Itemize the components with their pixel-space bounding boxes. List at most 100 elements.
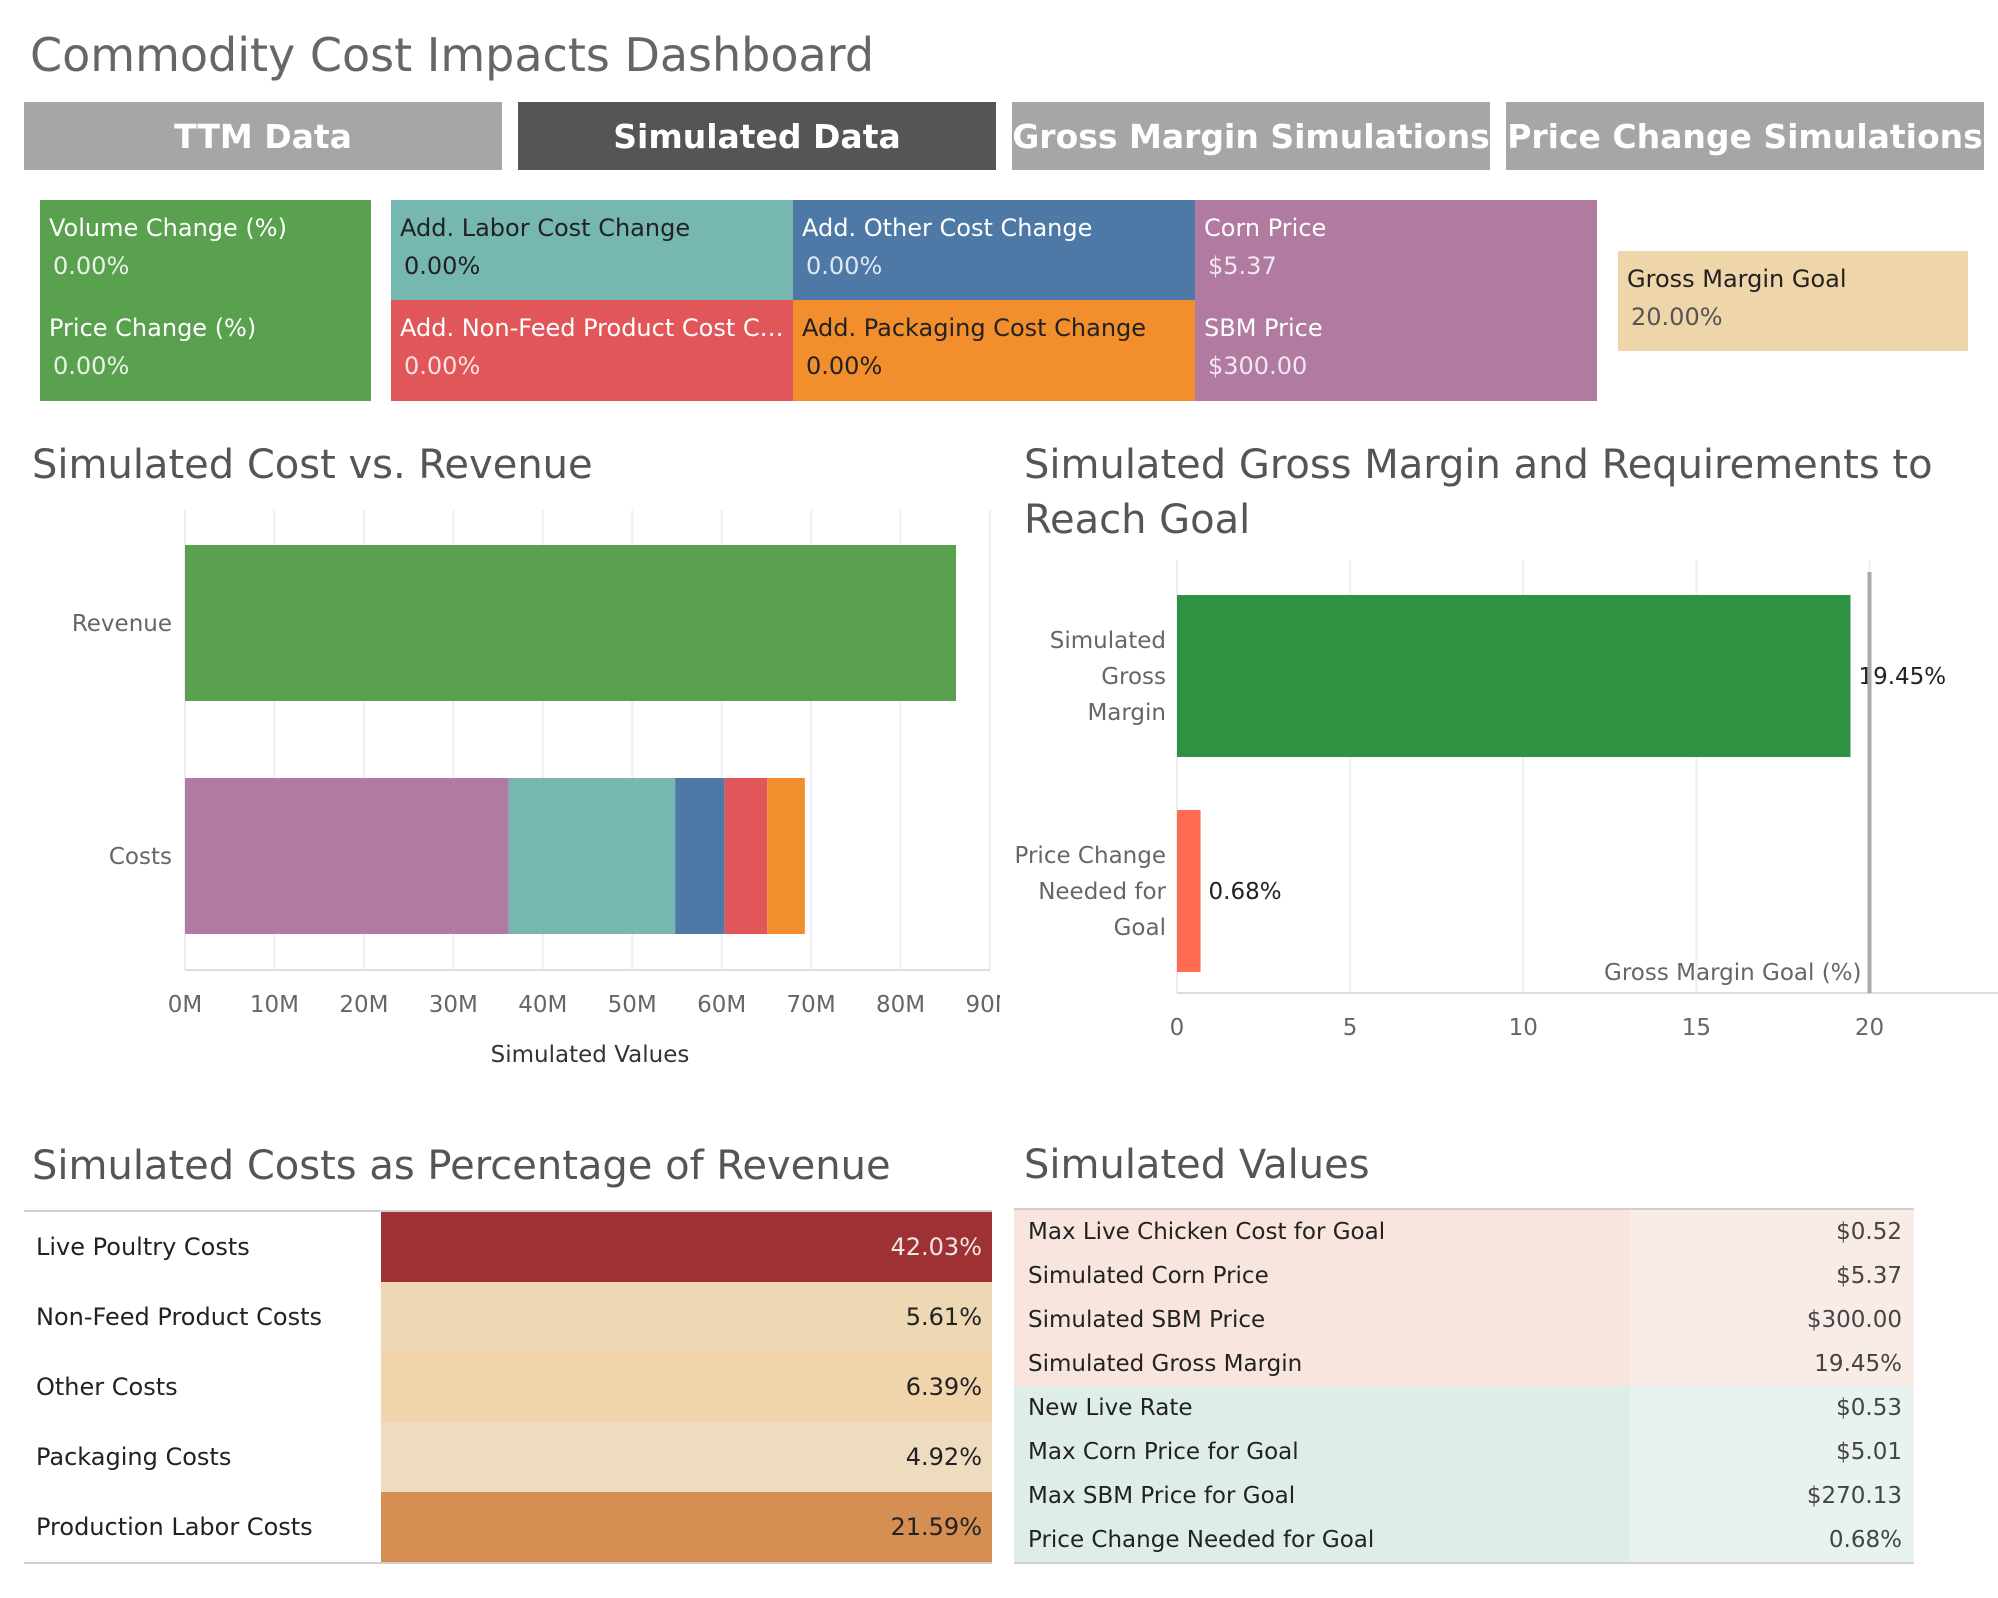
- sbm-price-label: SBM Price: [1204, 314, 1323, 342]
- values-table-row[interactable]: New Live Rate $0.53: [1014, 1386, 1914, 1430]
- pct-row-value: 4.92%: [381, 1422, 992, 1492]
- values-row-label: Price Change Needed for Goal: [1014, 1518, 1630, 1562]
- x-tick-label: 60M: [697, 992, 746, 1018]
- x-tick-label: 0M: [168, 992, 202, 1018]
- x-tick-label: 10M: [250, 992, 299, 1018]
- bar-value-label: 0.68%: [1209, 879, 1282, 905]
- price-change-value[interactable]: 0.00%: [53, 352, 130, 380]
- other-cost-label: Add. Other Cost Change: [802, 214, 1093, 242]
- sbm-price-control[interactable]: SBM Price $300.00: [1195, 300, 1597, 401]
- x-tick-label: 0: [1170, 1015, 1185, 1041]
- values-table: Max Live Chicken Cost for Goal $0.52 Simul…: [1014, 1208, 1914, 1564]
- other-cost-value[interactable]: 0.00%: [806, 252, 883, 280]
- gross-margin-goal-control[interactable]: Gross Margin Goal 20.00%: [1618, 251, 1968, 351]
- corn-price-control[interactable]: Corn Price $5.37: [1195, 200, 1597, 300]
- pct-row-label: Other Costs: [36, 1373, 178, 1401]
- values-row-label: New Live Rate: [1014, 1386, 1630, 1430]
- bar-segment: [767, 778, 805, 934]
- labor-cost-value[interactable]: 0.00%: [404, 252, 481, 280]
- pct-table: Live Poultry Costs 42.03% Non-Feed Product…: [24, 1210, 992, 1564]
- pct-table-row[interactable]: Non-Feed Product Costs 5.61%: [24, 1282, 992, 1352]
- values-row-value: $270.13: [1630, 1474, 1914, 1518]
- corn-price-value[interactable]: $5.37: [1208, 252, 1277, 280]
- x-axis-title: Simulated Values: [491, 1042, 690, 1068]
- y-category-label: Costs: [109, 844, 172, 870]
- corn-price-label: Corn Price: [1204, 214, 1327, 242]
- y-category-label: Revenue: [72, 611, 172, 637]
- values-row-value: $5.37: [1630, 1254, 1914, 1298]
- pct-row-label: Live Poultry Costs: [36, 1233, 250, 1261]
- tab-ttm-data[interactable]: TTM Data: [24, 102, 502, 170]
- y-category-label: Price Change: [1015, 843, 1166, 869]
- x-tick-label: 10: [1509, 1015, 1538, 1041]
- nonfeed-cost-label: Add. Non-Feed Product Cost Cha..: [400, 314, 790, 342]
- values-row-label: Max SBM Price for Goal: [1014, 1474, 1630, 1518]
- pct-row-value: 42.03%: [381, 1212, 992, 1282]
- values-row-label: Simulated SBM Price: [1014, 1298, 1630, 1342]
- volume-change-label: Volume Change (%): [49, 214, 287, 242]
- gross-margin-goal-label: Gross Margin Goal: [1627, 265, 1847, 293]
- values-table-row[interactable]: Simulated Gross Margin 19.45%: [1014, 1342, 1914, 1386]
- values-row-label: Max Live Chicken Cost for Goal: [1014, 1210, 1630, 1254]
- x-tick-label: 90M: [965, 992, 1000, 1018]
- packaging-cost-value[interactable]: 0.00%: [806, 352, 883, 380]
- values-table-row[interactable]: Price Change Needed for Goal 0.68%: [1014, 1518, 1914, 1562]
- bar-segment: [185, 545, 957, 701]
- values-row-value: $5.01: [1630, 1430, 1914, 1474]
- nonfeed-cost-control[interactable]: Add. Non-Feed Product Cost Cha.. 0.00%: [391, 300, 793, 401]
- pct-table-title: Simulated Costs as Percentage of Revenue: [32, 1143, 891, 1189]
- pct-table-row[interactable]: Packaging Costs 4.92%: [24, 1422, 992, 1492]
- values-table-row[interactable]: Simulated SBM Price $300.00: [1014, 1298, 1914, 1342]
- values-table-row[interactable]: Max Corn Price for Goal $5.01: [1014, 1430, 1914, 1474]
- values-table-row[interactable]: Max SBM Price for Goal $270.13: [1014, 1474, 1914, 1518]
- bar-value-label: 19.45%: [1858, 664, 1946, 690]
- values-row-label: Simulated Gross Margin: [1014, 1342, 1630, 1386]
- y-category-label: Simulated: [1050, 628, 1166, 654]
- bar-segment: [185, 778, 509, 934]
- pct-row-value: 21.59%: [381, 1492, 992, 1562]
- x-tick-label: 70M: [787, 992, 836, 1018]
- values-row-value: $0.52: [1630, 1210, 1914, 1254]
- volume-change-control[interactable]: Volume Change (%) 0.00%: [40, 200, 371, 300]
- values-table-title: Simulated Values: [1024, 1142, 1370, 1188]
- pct-row-label: Packaging Costs: [36, 1443, 232, 1471]
- volume-price-panel: Volume Change (%) 0.00% Price Change (%)…: [40, 200, 371, 401]
- volume-change-value[interactable]: 0.00%: [53, 252, 130, 280]
- price-change-control[interactable]: Price Change (%) 0.00%: [40, 300, 371, 400]
- y-category-label: Gross: [1101, 664, 1166, 690]
- y-category-label: Needed for: [1038, 879, 1166, 905]
- x-tick-label: 20: [1855, 1015, 1884, 1041]
- bar: [1177, 595, 1851, 757]
- values-row-value: $0.53: [1630, 1386, 1914, 1430]
- x-tick-label: 40M: [518, 992, 567, 1018]
- price-change-label: Price Change (%): [49, 314, 257, 342]
- gm-chart-title-line1: Simulated Gross Margin and Requirements …: [1024, 442, 1933, 488]
- values-table-row[interactable]: Max Live Chicken Cost for Goal $0.52: [1014, 1210, 1914, 1254]
- x-tick-label: 80M: [876, 992, 925, 1018]
- values-table-row[interactable]: Simulated Corn Price $5.37: [1014, 1254, 1914, 1298]
- goal-reference-label: Gross Margin Goal (%): [1604, 960, 1861, 986]
- y-category-label: Margin: [1087, 700, 1166, 726]
- pct-table-row[interactable]: Production Labor Costs 21.59%: [24, 1492, 992, 1562]
- tab-simulated-data[interactable]: Simulated Data: [518, 102, 996, 170]
- x-tick-label: 15: [1682, 1015, 1711, 1041]
- packaging-cost-control[interactable]: Add. Packaging Cost Change 0.00%: [793, 300, 1195, 401]
- x-tick-label: 20M: [339, 992, 388, 1018]
- values-row-value: 0.68%: [1630, 1518, 1914, 1562]
- gross-margin-goal-value[interactable]: 20.00%: [1631, 303, 1723, 331]
- pct-table-row[interactable]: Live Poultry Costs 42.03%: [24, 1212, 992, 1282]
- labor-cost-control[interactable]: Add. Labor Cost Change 0.00%: [391, 200, 793, 300]
- cost-revenue-chart: 0M 10M 20M 30M 40M 50M 60M 70M 80M 90M Revenue Cost…: [72, 510, 1000, 1068]
- values-row-value: $300.00: [1630, 1298, 1914, 1342]
- values-row-value: 19.45%: [1630, 1342, 1914, 1386]
- pct-table-row[interactable]: Other Costs 6.39%: [24, 1352, 992, 1422]
- nonfeed-cost-value[interactable]: 0.00%: [404, 352, 481, 380]
- other-cost-control[interactable]: Add. Other Cost Change 0.00%: [793, 200, 1195, 300]
- pct-row-value: 5.61%: [381, 1282, 992, 1352]
- sbm-price-value[interactable]: $300.00: [1208, 352, 1308, 380]
- x-tick-label: 5: [1343, 1015, 1358, 1041]
- pct-row-label: Non-Feed Product Costs: [36, 1303, 323, 1331]
- x-tick-label: 50M: [608, 992, 657, 1018]
- tab-price-change-simulations[interactable]: Price Change Simulations: [1506, 102, 1984, 170]
- tab-gross-margin-simulations[interactable]: Gross Margin Simulations: [1012, 102, 1490, 170]
